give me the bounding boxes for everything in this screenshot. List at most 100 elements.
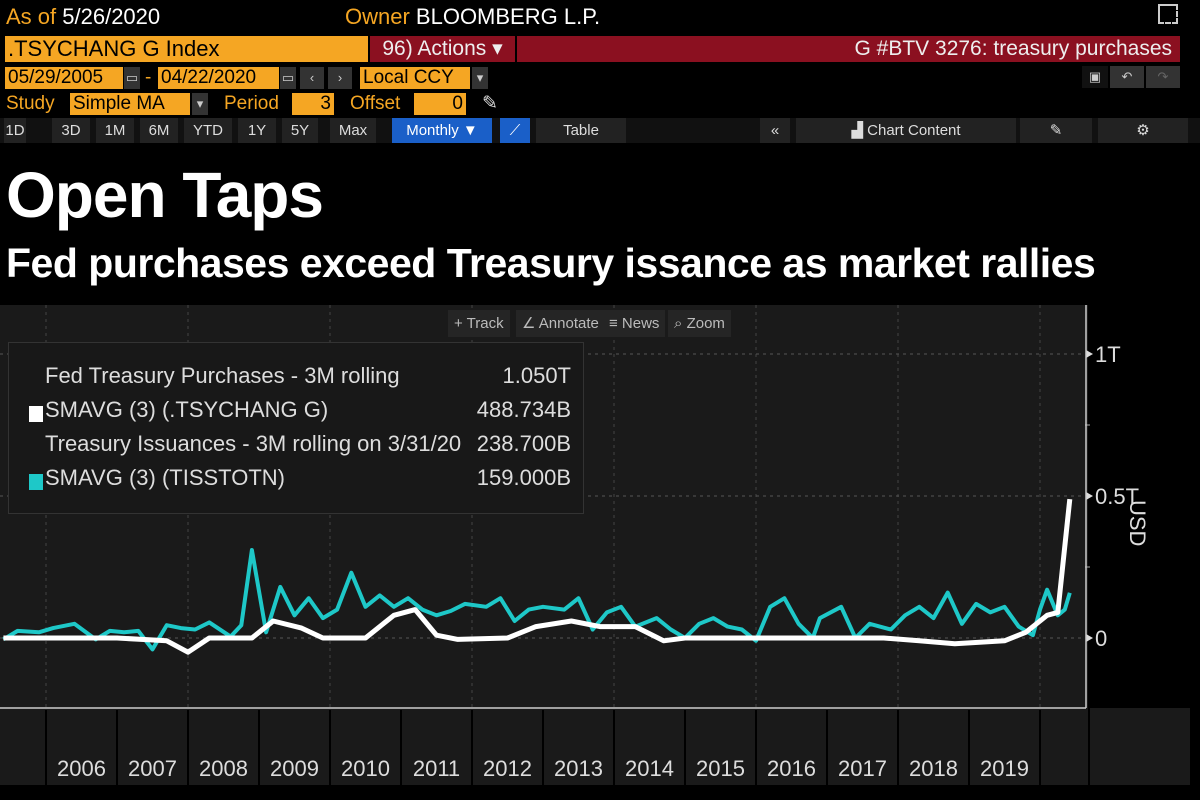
x-tick-label: 2019 xyxy=(980,756,1029,781)
series-line-tsychang xyxy=(3,498,1073,655)
pencil-icon[interactable]: ✎ xyxy=(482,93,498,114)
chart-content-button[interactable]: ▟ Chart Content xyxy=(796,118,1016,143)
collapse-button[interactable]: « xyxy=(760,118,790,143)
chart-reference: G #BTV 3276: treasury purchases xyxy=(517,36,1180,62)
next-button[interactable]: › xyxy=(328,67,352,89)
period-label: Period xyxy=(224,93,279,114)
chart-title: Open Taps xyxy=(6,159,324,231)
x-tick-label: 2006 xyxy=(57,756,106,781)
track-button[interactable]: + Track xyxy=(448,310,510,337)
range-separator: - xyxy=(145,67,152,88)
offset-input[interactable]: 0 xyxy=(414,93,466,115)
annotate-label: Annotate xyxy=(538,315,599,332)
currency-select[interactable]: Local CCY xyxy=(360,67,470,89)
x-tick-label: 2009 xyxy=(270,756,319,781)
magnifier-icon: ⌕ xyxy=(674,315,687,332)
y-axis-label: USD xyxy=(1125,500,1150,547)
legend-swatch-cyan xyxy=(29,474,43,490)
period-button-1m[interactable]: 1M xyxy=(96,118,134,143)
x-tick-label: 2015 xyxy=(696,756,745,781)
x-tick-label: 2010 xyxy=(341,756,390,781)
frequency-select[interactable]: Monthly ▼ xyxy=(392,118,492,143)
legend-value: 238.700B xyxy=(476,431,571,456)
period-button-ytd[interactable]: YTD xyxy=(184,118,232,143)
annotate-button[interactable]: ∠ Annotate xyxy=(516,310,605,337)
y-tick-marker xyxy=(1086,350,1093,358)
legend-swatch-white xyxy=(29,406,43,422)
as-of-date: 5/26/2020 xyxy=(62,4,161,29)
track-label: Track xyxy=(466,315,504,332)
popout-icon[interactable] xyxy=(1158,4,1178,24)
present-icon[interactable]: ▣ xyxy=(1082,66,1108,88)
prev-button[interactable]: ‹ xyxy=(300,67,324,89)
gear-icon[interactable]: ⚙ xyxy=(1098,118,1188,143)
annotate-icon: ∠ xyxy=(522,315,539,332)
redo-icon[interactable]: ↷ xyxy=(1146,66,1180,88)
x-tick-label: 2007 xyxy=(128,756,177,781)
y-tick-marker xyxy=(1086,634,1093,642)
y-tick-marker xyxy=(1086,492,1093,500)
end-date-input[interactable]: 04/22/2020 xyxy=(158,67,279,89)
x-tick-label: 2018 xyxy=(909,756,958,781)
legend-name: SMAVG (3) (.TSYCHANG G) xyxy=(45,397,329,422)
period-button-1y[interactable]: 1Y xyxy=(238,118,276,143)
owner-value: BLOOMBERG L.P. xyxy=(415,4,601,29)
zoom-button[interactable]: ⌕ Zoom xyxy=(668,310,731,337)
legend-value: 488.734B xyxy=(476,397,571,422)
x-tick-label: 2014 xyxy=(625,756,674,781)
legend-name: Treasury Issuances - 3M rolling on 3/31/… xyxy=(45,431,462,456)
x-tick-label: 2012 xyxy=(483,756,532,781)
start-date-input[interactable]: 05/29/2005 xyxy=(5,67,123,89)
news-icon: ≡ xyxy=(609,315,622,332)
ticker-input[interactable]: .TSYCHANG G Index xyxy=(5,36,368,62)
legend-name: SMAVG (3) (TISSTOTN) xyxy=(45,465,285,490)
crosshair-icon: + xyxy=(454,315,467,332)
period-button-1d[interactable]: 1D xyxy=(4,118,26,143)
x-tick-label: 2011 xyxy=(413,756,460,781)
table-button[interactable]: Table xyxy=(536,118,626,143)
period-button-6m[interactable]: 6M xyxy=(140,118,178,143)
chart-subtitle: Fed purchases exceed Treasury issance as… xyxy=(6,240,1096,286)
currency-dropdown-icon[interactable]: ▾ xyxy=(472,67,488,89)
news-label: News xyxy=(621,315,660,332)
y-tick-label: 0 xyxy=(1095,626,1107,651)
study-select[interactable]: Simple MA xyxy=(70,93,190,115)
owner-label: Owner xyxy=(345,4,410,29)
chart-content-icon: ▟ xyxy=(851,122,868,139)
axis-corner xyxy=(1090,708,1190,785)
legend-row[interactable]: SMAVG (3) (.TSYCHANG G) 488.734B xyxy=(9,397,579,431)
period-button-5y[interactable]: 5Y xyxy=(282,118,318,143)
legend-row[interactable]: Treasury Issuances - 3M rolling on 3/31/… xyxy=(9,431,579,465)
as-of-label: As of xyxy=(6,4,57,29)
legend-value: 1.050T xyxy=(502,363,572,388)
study-dropdown-icon[interactable]: ▾ xyxy=(192,93,208,115)
y-tick-label: 0.5T xyxy=(1095,484,1139,509)
edit-icon[interactable]: ✎ xyxy=(1020,118,1092,143)
legend-value: 159.000B xyxy=(476,465,571,490)
line-chart-icon[interactable]: ⟋ xyxy=(500,118,530,143)
period-button-3d[interactable]: 3D xyxy=(52,118,90,143)
legend-row[interactable]: Fed Treasury Purchases - 3M rolling 1.050… xyxy=(9,363,579,397)
x-tick-label: 2016 xyxy=(767,756,816,781)
zoom-label: Zoom xyxy=(686,315,725,332)
actions-button[interactable]: 96) Actions ▾ xyxy=(370,36,515,62)
x-tick-label: 2008 xyxy=(199,756,248,781)
x-tick-label: 2013 xyxy=(554,756,603,781)
chart-legend: Fed Treasury Purchases - 3M rolling 1.050… xyxy=(8,342,584,514)
legend-row[interactable]: SMAVG (3) (TISSTOTN) 159.000B xyxy=(9,465,579,499)
start-calendar-icon[interactable]: ▭ xyxy=(124,67,140,89)
period-button-max[interactable]: Max xyxy=(330,118,376,143)
offset-label: Offset xyxy=(350,93,401,114)
news-button[interactable]: ≡ News xyxy=(603,310,666,337)
x-tick-label: 2017 xyxy=(838,756,887,781)
period-input[interactable]: 3 xyxy=(292,93,334,115)
owner: Owner BLOOMBERG L.P. xyxy=(345,4,600,30)
series-line-tisstotn xyxy=(2,548,1072,652)
undo-icon[interactable]: ↶ xyxy=(1110,66,1144,88)
as-of: As of 5/26/2020 xyxy=(6,4,160,30)
end-calendar-icon[interactable]: ▭ xyxy=(280,67,296,89)
legend-name: Fed Treasury Purchases - 3M rolling xyxy=(45,363,400,388)
study-label: Study xyxy=(6,93,55,114)
y-tick-label: 1T xyxy=(1095,342,1121,367)
